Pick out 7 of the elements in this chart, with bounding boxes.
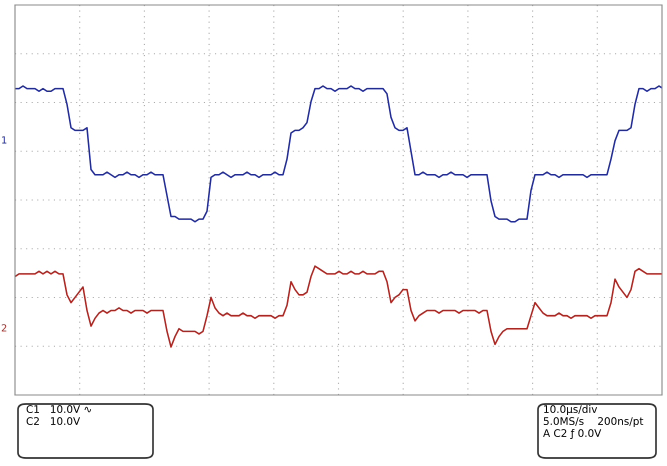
text: 10.0µs/div	[544, 404, 598, 416]
text: A C2 ƒ 0.0V	[543, 428, 602, 440]
text: C2 10.0V	[26, 417, 80, 426]
text: C1 10.0V ∿	[26, 405, 92, 414]
text: 5.0MS/s 200ns/pt	[544, 417, 644, 428]
text: 1	[2, 136, 6, 144]
text: 2	[2, 324, 6, 332]
